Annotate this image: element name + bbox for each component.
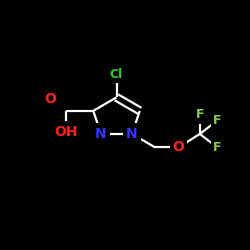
Text: F: F [212,113,222,128]
Text: N: N [95,127,107,141]
Text: O: O [172,138,185,156]
Text: Cl: Cl [108,67,124,82]
Text: F: F [213,114,222,127]
Text: OH: OH [52,123,80,141]
Text: N: N [94,125,108,143]
Text: OH: OH [54,125,78,139]
Text: F: F [212,140,222,155]
Text: O: O [45,92,56,106]
Text: F: F [194,107,205,122]
Text: N: N [125,125,139,143]
Text: O: O [44,90,58,108]
Text: Cl: Cl [110,68,123,81]
Text: F: F [213,141,222,154]
Text: O: O [172,140,184,154]
Text: N: N [126,127,138,141]
Text: F: F [196,108,204,121]
